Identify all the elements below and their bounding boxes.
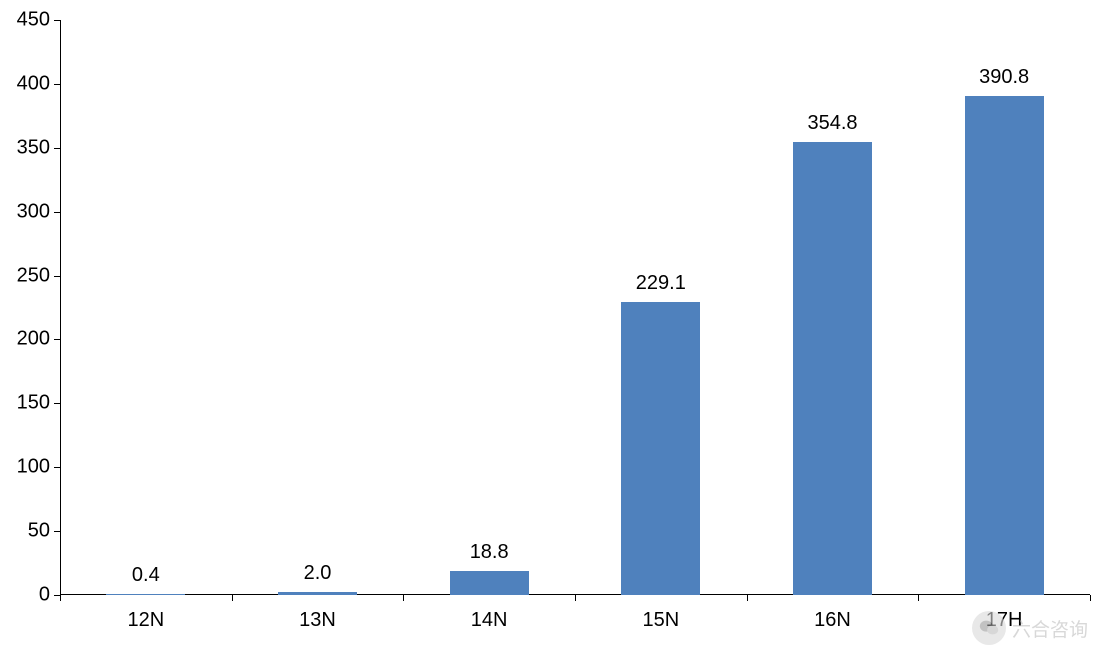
y-tick-mark <box>54 276 60 277</box>
x-tick-mark <box>575 595 576 601</box>
y-axis-line <box>60 20 61 595</box>
x-tick-mark <box>60 595 61 601</box>
y-tick-mark <box>54 531 60 532</box>
bar-value-label: 390.8 <box>979 66 1029 89</box>
plot-area: 05010015020025030035040045012N0.413N2.01… <box>60 20 1090 595</box>
x-tick-label: 12N <box>127 595 164 632</box>
bar-value-label: 2.0 <box>304 562 332 585</box>
bar <box>621 302 700 595</box>
y-tick-mark <box>54 84 60 85</box>
bar-value-label: 0.4 <box>132 564 160 587</box>
bar-value-label: 229.1 <box>636 272 686 295</box>
watermark-text: 六合咨询 <box>1012 615 1088 642</box>
x-tick-mark <box>232 595 233 601</box>
bar <box>106 594 185 595</box>
wechat-icon <box>972 611 1006 645</box>
y-tick-mark <box>54 467 60 468</box>
y-tick-mark <box>54 339 60 340</box>
bar-value-label: 354.8 <box>807 112 857 135</box>
y-tick-mark <box>54 148 60 149</box>
bar-value-label: 18.8 <box>470 541 509 564</box>
bar <box>450 571 529 595</box>
x-tick-mark <box>747 595 748 601</box>
x-tick-mark <box>1090 595 1091 601</box>
watermark: 六合咨询 <box>972 611 1088 645</box>
x-tick-mark <box>918 595 919 601</box>
x-tick-label: 14N <box>471 595 508 632</box>
y-tick-mark <box>54 212 60 213</box>
bar-chart: 05010015020025030035040045012N0.413N2.01… <box>0 0 1102 659</box>
y-tick-mark <box>54 403 60 404</box>
x-tick-label: 13N <box>299 595 336 632</box>
bar <box>278 592 357 595</box>
x-tick-label: 15N <box>642 595 679 632</box>
bar <box>793 142 872 595</box>
bar <box>965 96 1044 595</box>
x-tick-label: 16N <box>814 595 851 632</box>
x-tick-mark <box>403 595 404 601</box>
y-tick-mark <box>54 20 60 21</box>
